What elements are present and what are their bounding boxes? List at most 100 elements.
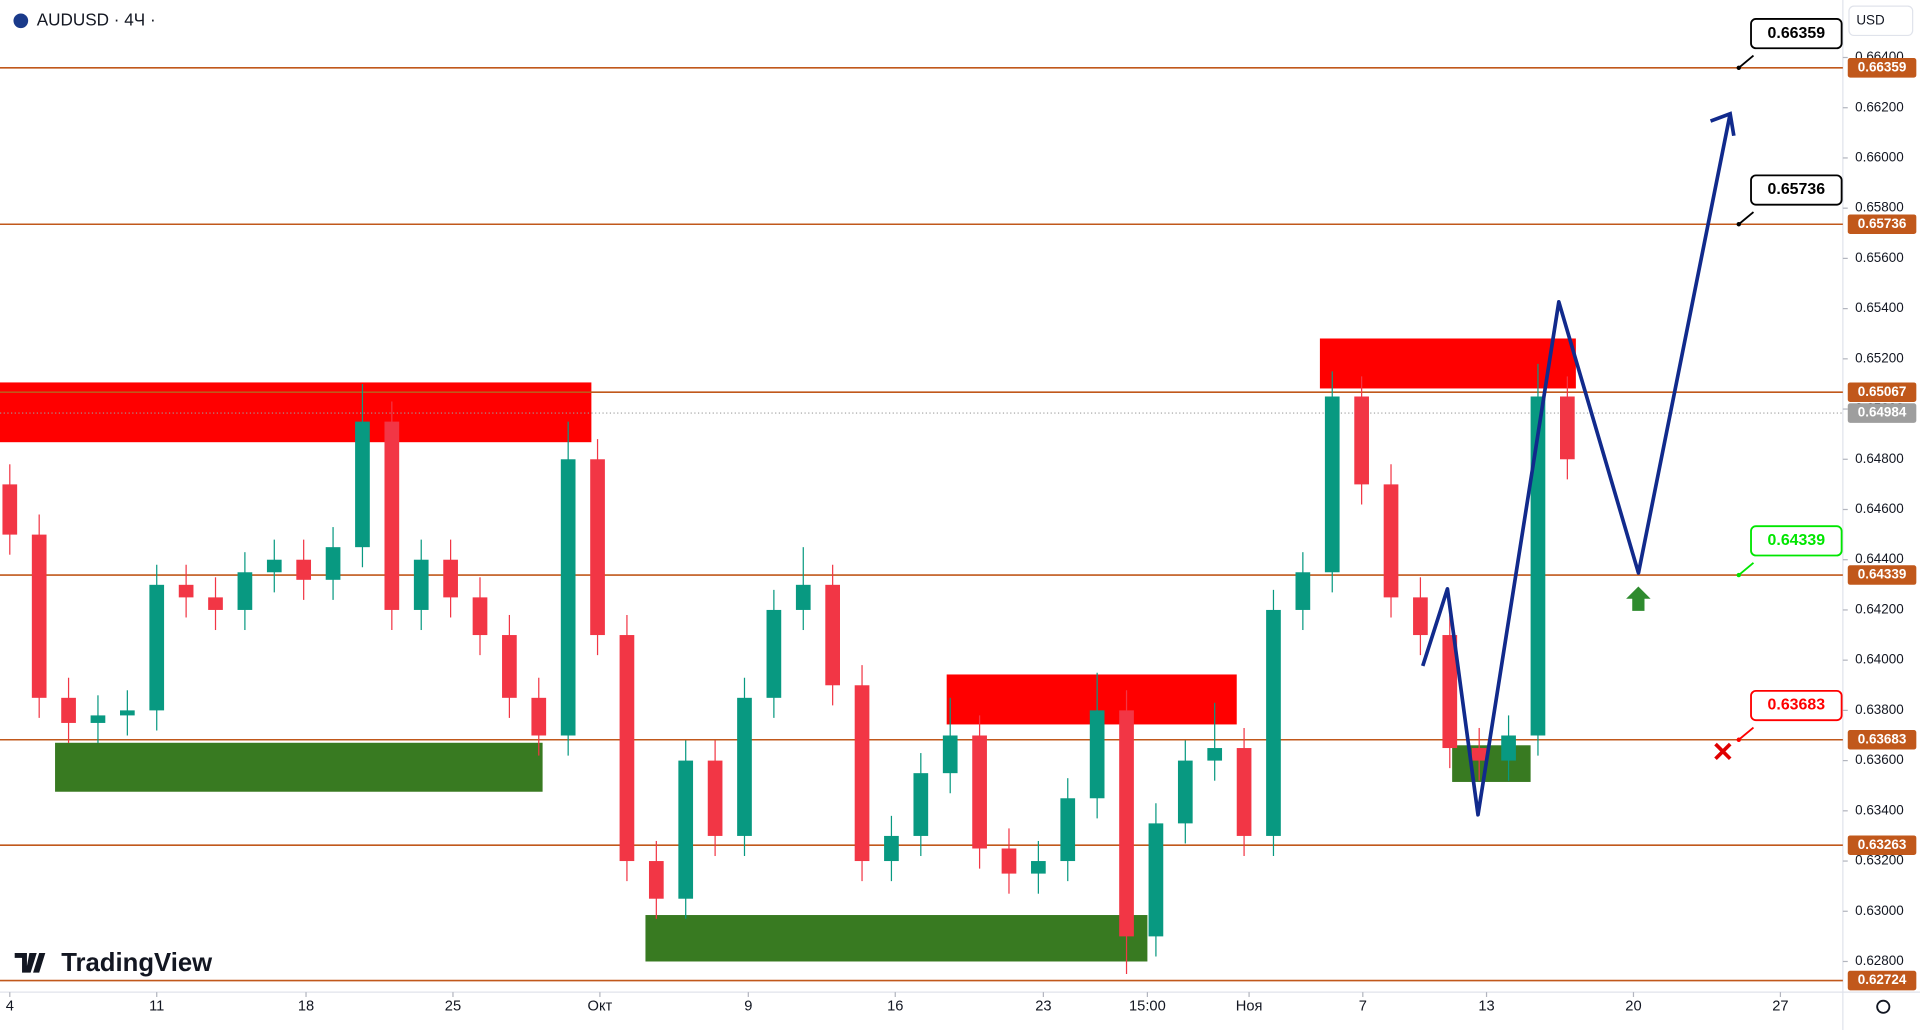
candle-body: [942, 735, 958, 774]
x-tick-label: 7: [1359, 999, 1367, 1015]
candle-body: [1383, 484, 1399, 598]
candle-body: [1177, 760, 1193, 824]
candle-body: [590, 459, 605, 636]
x-tick-label: 15:00: [1129, 999, 1166, 1015]
price-axis-label-bg: [1847, 565, 1917, 585]
y-tick-label: 0.64800: [1855, 451, 1904, 466]
price-axis-label-bg: [1847, 58, 1917, 78]
y-tick-label: 0.63800: [1855, 702, 1904, 717]
y-tick-label: 0.65800: [1855, 200, 1904, 215]
y-tick-label: 0.64400: [1855, 551, 1904, 566]
y-tick-label: 0.64200: [1855, 601, 1904, 616]
x-tick-label: Ноя: [1236, 999, 1263, 1015]
projection-arrowhead: [1709, 111, 1736, 137]
candle-body: [149, 584, 165, 711]
candle-body: [1089, 710, 1105, 799]
candle-body: [119, 710, 135, 716]
x-tick-label: 4: [6, 999, 14, 1015]
candle-body: [1060, 798, 1076, 862]
brand-name: TradingView: [61, 949, 213, 977]
x-tick-label: 23: [1035, 999, 1051, 1015]
price-axis-label: 0.63263: [1858, 837, 1907, 852]
price-axis-label-bg: [1847, 382, 1917, 403]
price-axis-label-bg: [1847, 835, 1917, 856]
y-tick-label: 0.65200: [1855, 350, 1904, 365]
symbol-title[interactable]: AUDUSD · 4Ч ·: [37, 10, 156, 29]
candle-body: [178, 584, 194, 598]
currency-button[interactable]: [1848, 5, 1914, 37]
price-axis-label: 0.66359: [1858, 59, 1907, 74]
zone: [645, 915, 1148, 962]
candle-body: [502, 635, 517, 698]
callout-label: 0.64339: [1768, 532, 1826, 549]
candle-body: [1266, 609, 1281, 836]
candle-body: [1442, 635, 1458, 749]
candle-body: [1295, 572, 1311, 610]
candle-body: [766, 609, 782, 698]
candle-body: [61, 697, 76, 723]
y-tick-label: 0.63000: [1855, 903, 1904, 918]
candle-body: [31, 534, 47, 698]
symbol-flag: [13, 13, 29, 29]
zone: [1319, 338, 1576, 389]
x-tick-label: 18: [298, 999, 314, 1015]
y-tick-label: 0.63600: [1855, 752, 1904, 767]
candle-body: [531, 697, 547, 736]
candle-body: [854, 685, 870, 862]
buy-arrow: [1626, 586, 1651, 611]
candle-body: [325, 547, 341, 580]
candle-body: [884, 835, 899, 862]
callout-label: 0.63683: [1768, 697, 1826, 714]
candle-body: [1207, 748, 1223, 761]
callout-box: [1750, 689, 1843, 722]
y-tick-label: 0.63200: [1855, 853, 1904, 868]
price-axis-label-bg: [1847, 214, 1917, 235]
zone: [55, 742, 543, 792]
x-tick-label: 11: [149, 999, 164, 1015]
settings-button[interactable]: [1876, 999, 1891, 1014]
y-tick-label: 0.64000: [1855, 652, 1904, 667]
x-tick-label: 25: [445, 999, 461, 1015]
y-tick-label: 0.65400: [1855, 300, 1904, 315]
price-axis-label: 0.63683: [1858, 731, 1907, 746]
y-tick-label: 0.64600: [1855, 501, 1904, 516]
candle-body: [707, 760, 723, 836]
candle-body: [1031, 861, 1046, 874]
candle-body: [1119, 710, 1134, 937]
zone: [0, 382, 592, 443]
price-axis-label: 0.65736: [1858, 216, 1907, 231]
candle-body: [1324, 396, 1340, 573]
candle-body: [972, 735, 987, 849]
price-axis-label-bg: [1847, 970, 1917, 991]
candle-body: [737, 697, 752, 836]
x-tick-label: 16: [887, 999, 903, 1015]
y-tick-label: 0.65600: [1855, 250, 1904, 265]
candle-body: [913, 773, 929, 836]
x-tick-label: 20: [1625, 999, 1641, 1015]
candle-body: [1559, 396, 1575, 460]
stop-cross: [1714, 742, 1732, 761]
callout-leader: [1738, 562, 1755, 576]
currency-label[interactable]: USD: [1856, 12, 1885, 27]
candle-body: [1001, 848, 1017, 874]
candle-body: [237, 572, 253, 610]
candle-body: [795, 584, 811, 610]
y-tick-label: 0.62800: [1855, 953, 1904, 968]
candle-body: [1530, 396, 1546, 736]
candle-body: [384, 421, 400, 610]
x-tick-label: 27: [1772, 999, 1788, 1015]
brand-logo: [14, 953, 46, 973]
callout-leader: [1738, 211, 1755, 225]
x-tick-label: 9: [744, 999, 752, 1015]
candle-body: [648, 861, 664, 899]
callout-label: 0.66359: [1768, 25, 1826, 42]
candle-body: [1501, 735, 1516, 761]
x-tick-label: Окт: [588, 999, 613, 1015]
candle-body: [413, 559, 429, 610]
price-axis-label-bg: [1847, 403, 1917, 423]
callout-leader: [1738, 54, 1755, 69]
price-axis-label: 0.64984: [1858, 405, 1907, 420]
plot-area: 0.62800 0.63000 0.63200 0.63400 0.63600 0.638…: [0, 18, 1917, 1015]
y-tick-label: 0.66200: [1855, 99, 1904, 114]
